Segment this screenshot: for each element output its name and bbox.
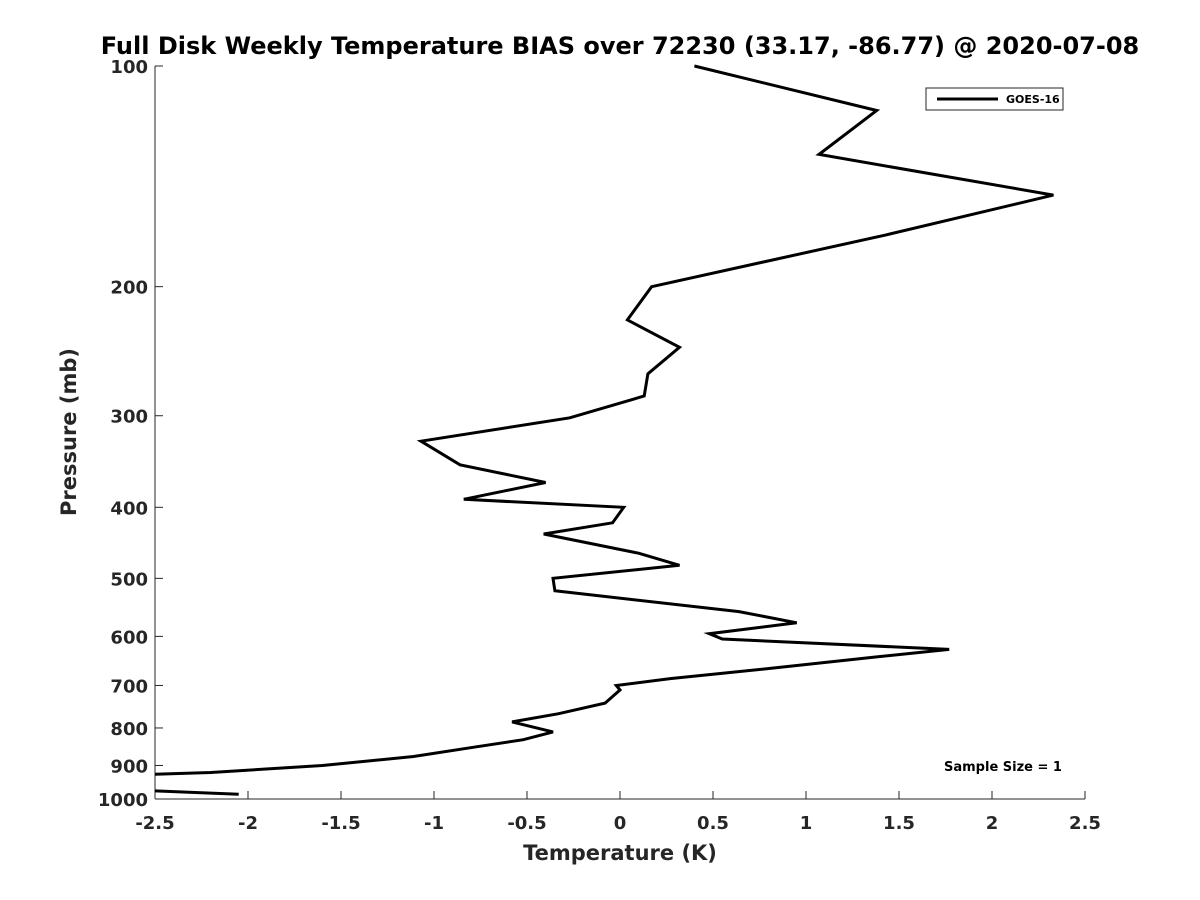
y-tick-label: 200 bbox=[110, 278, 148, 299]
x-tick-label: 1 bbox=[800, 813, 813, 834]
y-tick-label: 400 bbox=[110, 498, 148, 519]
y-tick-label: 700 bbox=[110, 676, 148, 697]
x-tick-label: 2 bbox=[986, 813, 999, 834]
chart-title: Full Disk Weekly Temperature BIAS over 7… bbox=[101, 32, 1140, 60]
y-axis-label: Pressure (mb) bbox=[57, 348, 81, 516]
x-tick-label: -2.5 bbox=[135, 813, 174, 834]
x-tick-label: 0.5 bbox=[697, 813, 729, 834]
legend-label-goes-16: GOES-16 bbox=[1006, 93, 1060, 106]
x-tick-label: -1 bbox=[424, 813, 444, 834]
x-tick-label: 0 bbox=[614, 813, 627, 834]
x-tick-label: -1.5 bbox=[321, 813, 360, 834]
series-line-goes-16-tail bbox=[154, 789, 239, 796]
y-tick-label: 800 bbox=[110, 719, 148, 740]
sample-size-annotation: Sample Size = 1 bbox=[944, 760, 1062, 775]
y-tick-label: 500 bbox=[110, 569, 148, 590]
tick-labels: -2.5 -2 -1.5 -1 -0.5 0 0.5 1 1.5 2 2.5 100 200 300 400… bbox=[98, 57, 1101, 834]
x-tick-label: -2 bbox=[238, 813, 258, 834]
y-tick-label: 600 bbox=[110, 627, 148, 648]
y-tick-label: 1000 bbox=[98, 790, 148, 811]
legend: GOES-16 bbox=[925, 87, 1064, 111]
x-tick-label: -0.5 bbox=[507, 813, 546, 834]
x-tick-label: 2.5 bbox=[1069, 813, 1101, 834]
y-tick-label: 100 bbox=[110, 57, 148, 78]
y-tick-label: 900 bbox=[110, 756, 148, 777]
x-axis-label: Temperature (K) bbox=[523, 841, 717, 865]
series-line-goes-16 bbox=[154, 64, 1054, 776]
series-lines bbox=[154, 64, 1054, 796]
x-tick-label: 1.5 bbox=[883, 813, 915, 834]
y-tick-label: 300 bbox=[110, 407, 148, 428]
axes bbox=[154, 65, 1086, 800]
